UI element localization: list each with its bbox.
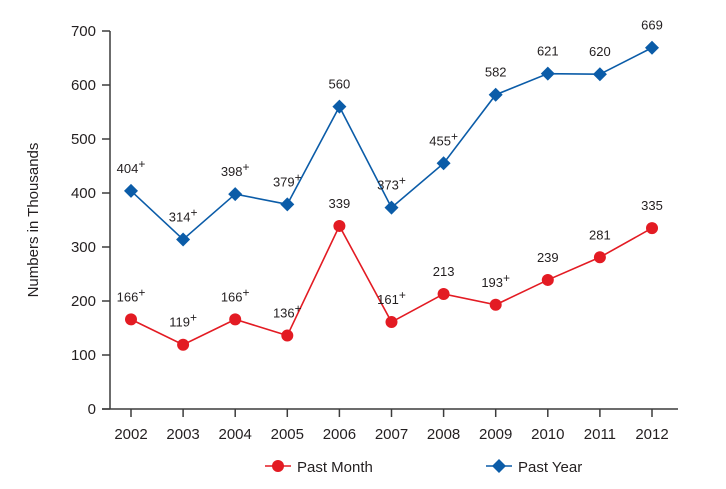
past-month-point — [437, 287, 450, 300]
past-year-data-label: 398+ — [221, 160, 250, 179]
x-tick-label: 2012 — [635, 426, 668, 443]
past-year-data-label: 379+ — [273, 170, 302, 189]
past-month-data-label: 119+ — [169, 311, 197, 330]
series-layer — [124, 40, 659, 351]
x-tick-label: 2003 — [166, 426, 199, 443]
past-month-point — [593, 251, 606, 264]
past-year-data-label: 373+ — [377, 174, 406, 193]
legend-past-month-marker — [272, 460, 284, 472]
past-year-point — [436, 156, 451, 171]
y-tick-label: 400 — [71, 185, 96, 202]
past-month-point — [385, 316, 398, 329]
past-year-data-label: 560 — [329, 77, 351, 92]
x-tick-label: 2011 — [584, 426, 616, 443]
past-year-data-label: 621 — [537, 44, 559, 59]
x-tick-label: 2009 — [479, 426, 512, 443]
past-month-data-label: 339 — [329, 196, 351, 211]
past-month-data-label: 213 — [433, 264, 455, 279]
past-month-data-label: 166+ — [117, 285, 146, 304]
past-year-point — [124, 183, 138, 198]
legend-item-past-month: Past Month — [265, 459, 373, 476]
y-tick-label: 100 — [71, 347, 96, 364]
past-month-data-label: 166+ — [221, 285, 250, 304]
past-month-point — [229, 313, 242, 326]
y-tick-label: 200 — [71, 293, 96, 310]
x-tick-label: 2007 — [375, 426, 408, 443]
y-tick-label: 600 — [71, 77, 96, 94]
y-tick-label: 0 — [88, 401, 96, 418]
y-axis-title: Numbers in Thousands — [25, 143, 42, 298]
past-month-point — [489, 298, 502, 311]
past-year-point — [384, 200, 399, 215]
past-month-point — [125, 313, 137, 326]
past-month-data-label: 335 — [641, 198, 663, 213]
x-tick-label: 2008 — [427, 426, 460, 443]
x-tick-label: 2006 — [323, 426, 356, 443]
past-month-point — [646, 222, 658, 235]
data-labels-layer: 166+ 119+ 166+ 136+ 339 161+ 213 193+ 239 281 335 4… — [117, 18, 663, 330]
past-month-data-label: 161+ — [377, 288, 406, 307]
past-year-data-label: 620 — [589, 44, 611, 59]
legend-item-past-year: Past Year — [486, 459, 582, 476]
past-year-data-label: 455+ — [429, 129, 458, 148]
past-month-point — [281, 329, 294, 342]
past-year-point — [176, 232, 191, 247]
past-month-point — [333, 219, 346, 232]
past-month-data-label: 281 — [589, 227, 611, 242]
past-year-data-label: 404+ — [117, 157, 146, 176]
legend: Past Month Past Year — [265, 459, 582, 476]
past-year-point — [540, 66, 555, 81]
past-month-point — [177, 338, 190, 351]
past-month-data-label: 239 — [537, 250, 559, 265]
past-year-point — [228, 187, 243, 202]
past-month-data-label: 136+ — [273, 302, 302, 321]
x-tick-label: 2010 — [531, 426, 564, 443]
x-tick-label: 2004 — [219, 426, 252, 443]
y-tick-label: 500 — [71, 131, 96, 148]
past-month-point — [541, 273, 554, 286]
axes: 0 100 200 300 400 500 600 700 2002 2003 2004 2005 20… — [71, 23, 678, 443]
y-tick-label: 700 — [71, 23, 96, 40]
legend-past-year-label: Past Year — [518, 459, 582, 476]
y-tick-label: 300 — [71, 239, 96, 256]
past-year-point — [592, 67, 607, 82]
past-year-point — [488, 87, 503, 102]
past-year-point — [332, 99, 347, 114]
x-tick-label: 2005 — [271, 426, 304, 443]
x-tick-label: 2002 — [114, 426, 147, 443]
past-year-data-label: 669 — [641, 18, 663, 33]
past-year-data-label: 314+ — [169, 205, 198, 224]
legend-past-year-marker — [492, 459, 506, 473]
legend-past-month-label: Past Month — [297, 459, 373, 476]
past-month-data-label: 193+ — [481, 271, 510, 290]
past-year-data-label: 582 — [485, 65, 507, 80]
past-year-point — [645, 40, 659, 55]
past-year-point — [280, 197, 295, 212]
